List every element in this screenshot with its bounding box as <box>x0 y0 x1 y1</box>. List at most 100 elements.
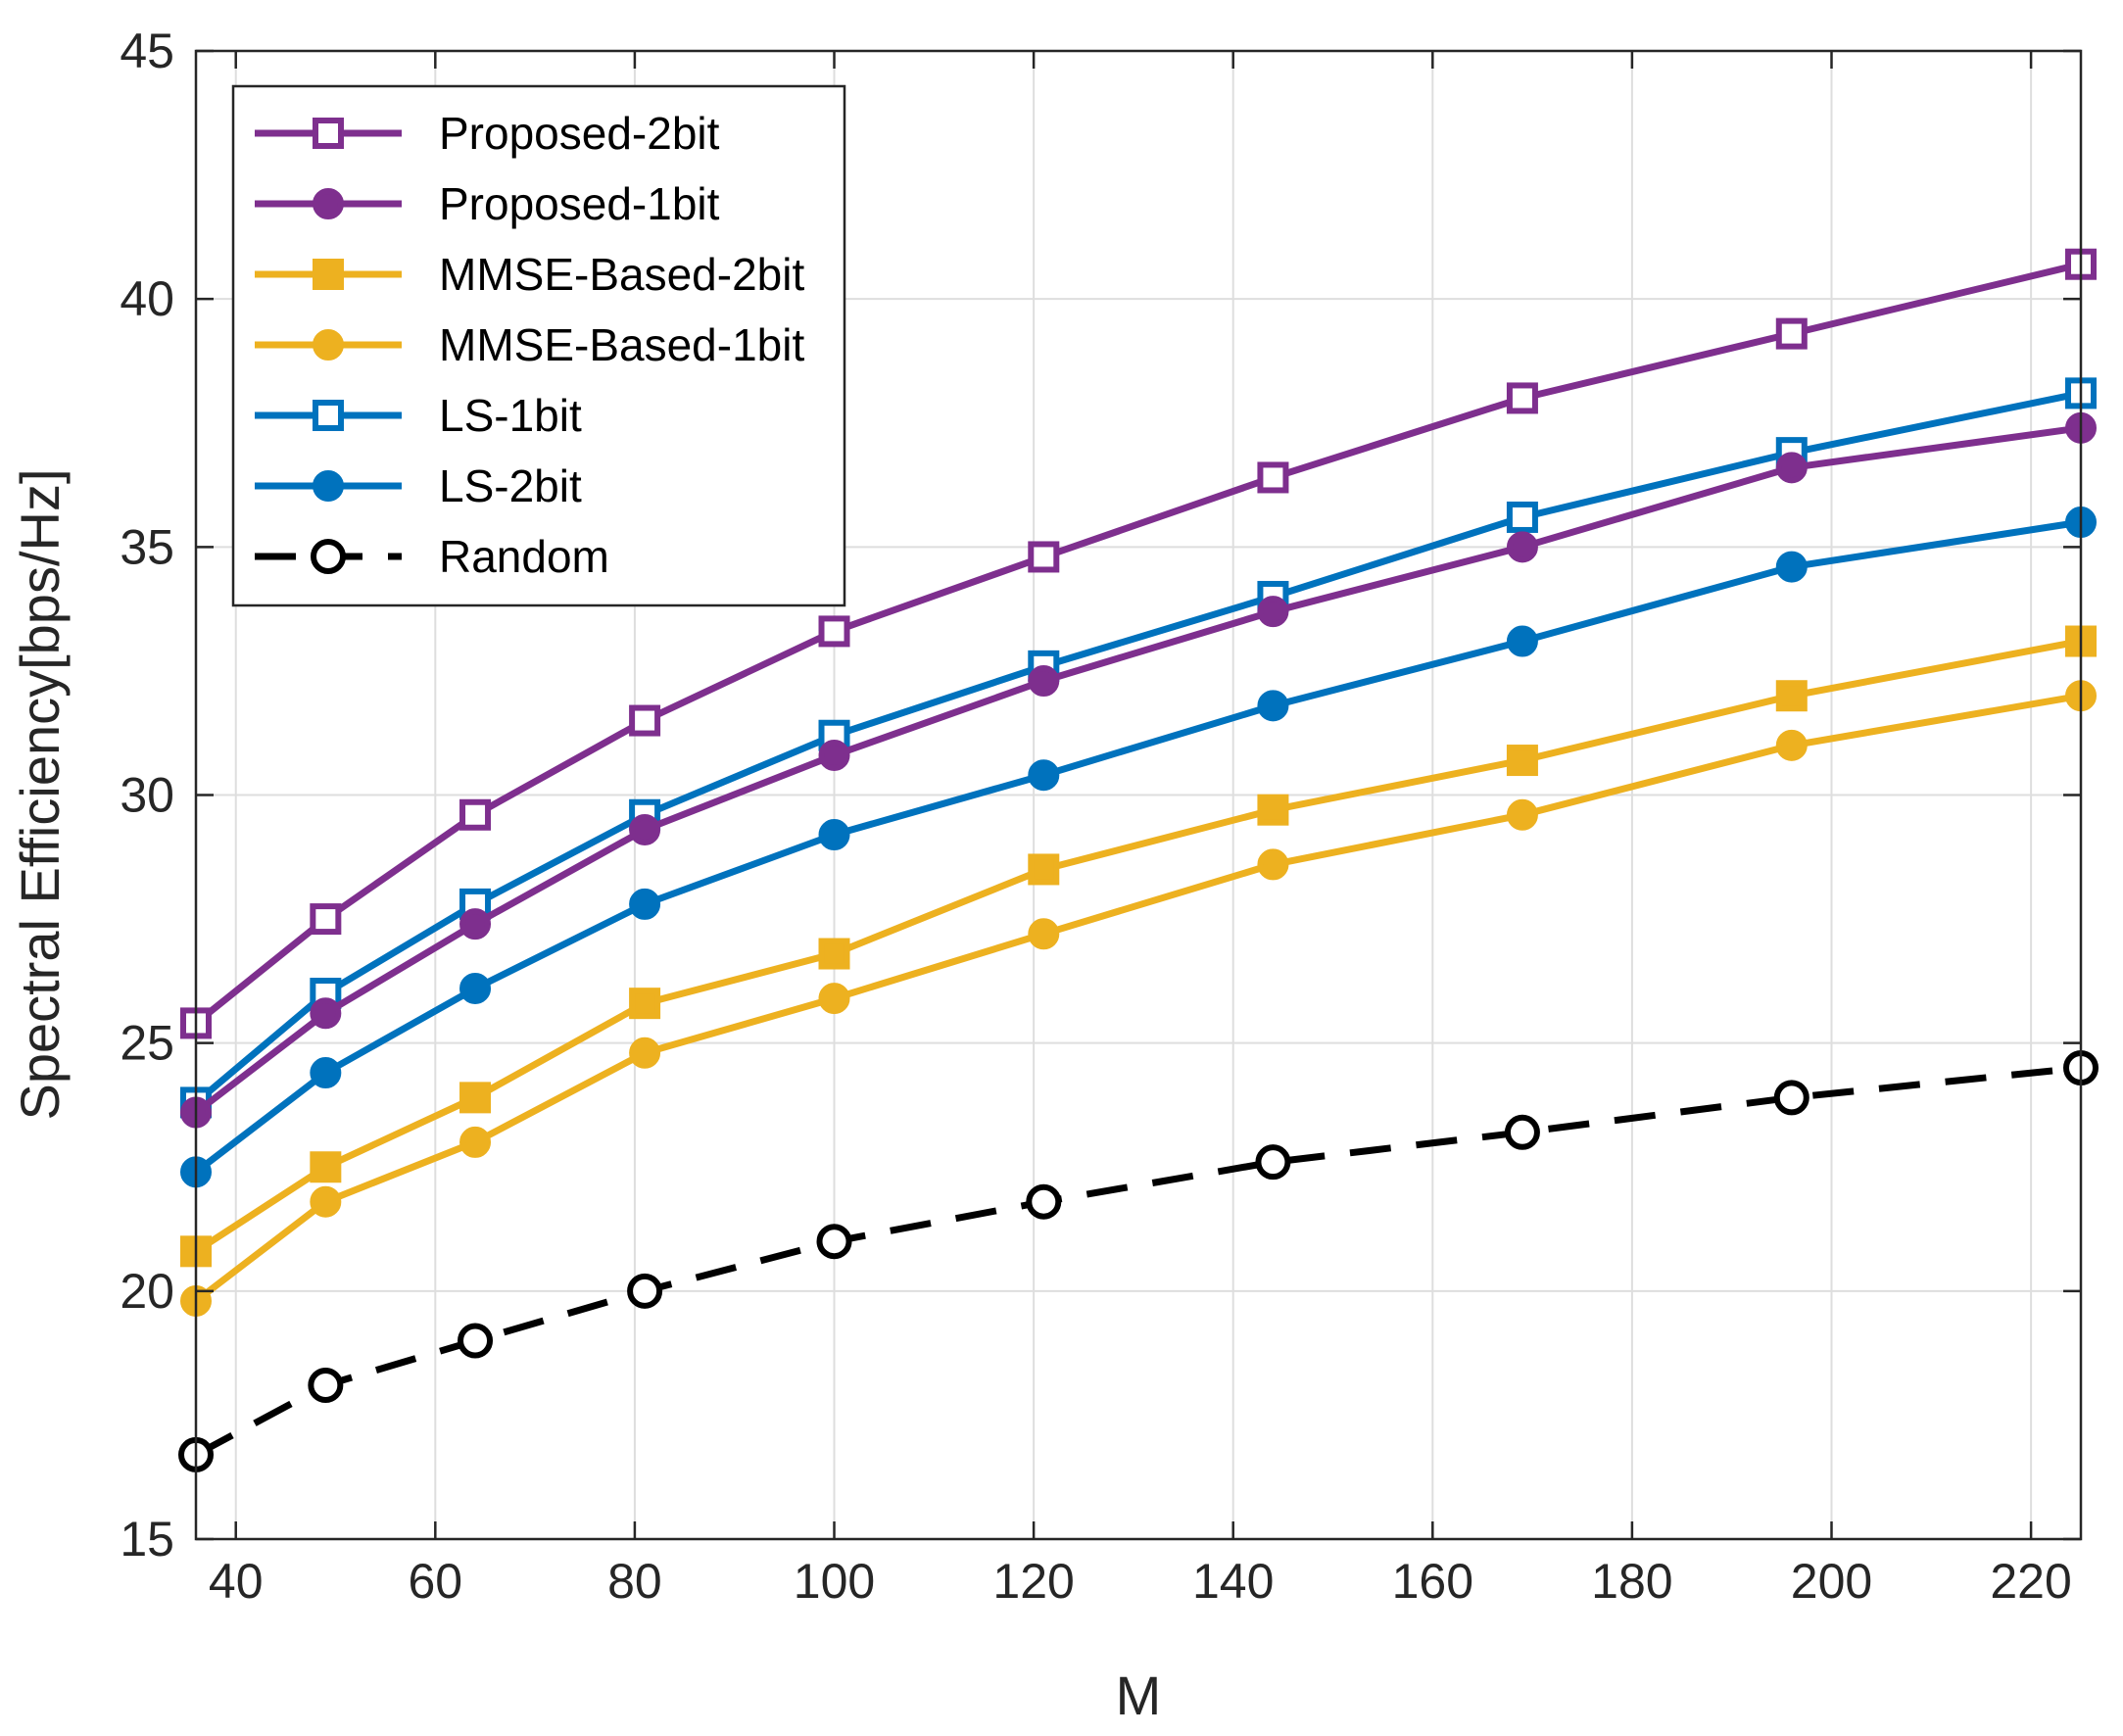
data-point-ls-2bit <box>1506 625 1538 657</box>
data-point-mmse-based-2bit <box>1028 853 1060 886</box>
series-mmse-based-1bit <box>180 680 2097 1317</box>
data-point-proposed-2bit <box>1775 317 1808 350</box>
data-point-proposed-1bit <box>818 739 850 771</box>
data-point-proposed-1bit <box>310 997 342 1030</box>
x-tick-label: 180 <box>1591 1554 1672 1609</box>
x-tick-label: 160 <box>1392 1554 1473 1609</box>
data-point-mmse-based-1bit <box>818 983 850 1015</box>
data-point-ls-2bit <box>1257 690 1289 722</box>
data-point-mmse-based-1bit <box>310 1185 342 1218</box>
legend-marker-proposed-2bit <box>313 118 344 149</box>
series-line-random <box>194 1064 2082 1458</box>
data-point-proposed-1bit <box>459 908 492 940</box>
legend-marker-proposed-1bit <box>313 188 344 219</box>
data-point-ls-2bit <box>1775 551 1808 583</box>
y-tick-label: 40 <box>120 271 174 326</box>
data-point-mmse-based-2bit <box>629 988 661 1020</box>
data-point-proposed-1bit <box>1775 452 1808 484</box>
data-point-proposed-1bit <box>1257 596 1289 628</box>
series-line-proposed-2bit <box>193 261 2082 1027</box>
data-point-mmse-based-2bit <box>1506 745 1538 777</box>
data-point-proposed-2bit <box>310 903 342 936</box>
x-tick-label: 100 <box>794 1554 875 1609</box>
x-tick-label: 140 <box>1192 1554 1274 1609</box>
legend-item-ls-2bit: LS-2bit <box>255 460 582 511</box>
x-tick-label: 60 <box>409 1554 463 1609</box>
legend-marker-mmse-based-2bit <box>313 259 344 290</box>
legend-item-ls-1bit: LS-1bit <box>255 390 582 441</box>
x-axis-title: M <box>1116 1664 1162 1726</box>
y-tick-label: 45 <box>120 24 174 78</box>
y-tick-label: 15 <box>120 1512 174 1567</box>
data-point-random <box>1773 1080 1809 1116</box>
legend: Proposed-2bit Proposed-1bit MMSE-Based-2bi… <box>231 84 846 607</box>
legend-item-mmse-based-2bit: MMSE-Based-2bit <box>255 249 804 300</box>
series-line-mmse-based-1bit <box>193 692 2082 1304</box>
data-point-ls-2bit <box>818 819 850 851</box>
data-point-random <box>458 1323 494 1359</box>
legend-marker-mmse-based-1bit <box>313 329 344 361</box>
axis-ticks: 40 60 80 100 120 140 160 180 200 220 15 20 25 30 35 40 4… <box>120 24 2081 1609</box>
legend-item-mmse-based-1bit: MMSE-Based-1bit <box>255 319 804 370</box>
data-point-mmse-based-1bit <box>459 1126 492 1158</box>
legend-marker-ls-2bit <box>313 470 344 502</box>
x-tick-label: 40 <box>209 1554 264 1609</box>
x-tick-label: 120 <box>992 1554 1074 1609</box>
legend-label-proposed-2bit: Proposed-2bit <box>439 108 720 159</box>
data-point-ls-2bit <box>629 888 661 920</box>
data-point-ls-2bit <box>310 1057 342 1089</box>
y-tick-label: 30 <box>120 768 174 823</box>
series-line-proposed-1bit <box>193 424 2082 1116</box>
y-tick-label: 35 <box>120 519 174 574</box>
legend-marker-ls-1bit <box>313 400 344 431</box>
data-point-mmse-based-2bit <box>1257 794 1289 826</box>
series-ls-2bit <box>180 506 2097 1188</box>
data-point-random <box>627 1273 663 1309</box>
data-point-proposed-2bit <box>1028 541 1060 573</box>
series-line-ls-2bit <box>193 518 2082 1176</box>
data-point-mmse-based-2bit <box>459 1082 492 1114</box>
series-proposed-2bit <box>180 248 2097 1039</box>
data-point-random <box>816 1224 852 1260</box>
data-point-proposed-1bit <box>629 813 661 845</box>
series-line-mmse-based-2bit <box>194 638 2082 1255</box>
data-point-proposed-2bit <box>818 615 850 648</box>
data-point-random <box>1255 1144 1291 1181</box>
legend-label-ls-1bit: LS-1bit <box>439 390 582 441</box>
data-point-mmse-based-2bit <box>310 1151 342 1183</box>
data-point-mmse-based-1bit <box>1775 729 1808 761</box>
legend-label-random: Random <box>439 531 609 582</box>
data-point-proposed-2bit <box>459 798 492 831</box>
legend-label-ls-2bit: LS-2bit <box>439 460 582 511</box>
data-point-ls-2bit <box>1028 759 1060 792</box>
data-point-mmse-based-2bit <box>1775 680 1808 712</box>
y-tick-label: 20 <box>120 1264 174 1319</box>
data-point-ls-1bit <box>1506 501 1538 533</box>
data-point-random <box>1026 1183 1062 1220</box>
data-point-mmse-based-2bit <box>818 938 850 970</box>
legend-marker-random <box>311 539 346 574</box>
data-point-random <box>1504 1114 1540 1150</box>
legend-item-random: Random <box>255 531 609 582</box>
data-point-proposed-2bit <box>629 704 661 737</box>
data-point-ls-2bit <box>459 972 492 1004</box>
legend-item-proposed-2bit: Proposed-2bit <box>255 108 720 159</box>
data-point-mmse-based-1bit <box>1257 848 1289 881</box>
legend-label-mmse-based-2bit: MMSE-Based-2bit <box>439 249 804 300</box>
data-point-proposed-2bit <box>1506 382 1538 414</box>
data-point-mmse-based-1bit <box>1028 918 1060 950</box>
data-point-mmse-based-1bit <box>629 1037 661 1069</box>
legend-label-mmse-based-1bit: MMSE-Based-1bit <box>439 319 804 370</box>
data-point-mmse-based-1bit <box>1506 798 1538 831</box>
data-point-proposed-1bit <box>1028 665 1060 698</box>
x-tick-label: 220 <box>1990 1554 2071 1609</box>
series-line-ls-1bit <box>193 389 2082 1106</box>
x-tick-label: 200 <box>1791 1554 1872 1609</box>
legend-item-proposed-1bit: Proposed-1bit <box>255 178 720 229</box>
legend-label-proposed-1bit: Proposed-1bit <box>439 178 720 229</box>
data-point-proposed-1bit <box>1506 531 1538 563</box>
data-point-random <box>308 1368 344 1404</box>
data-point-proposed-2bit <box>1257 461 1289 494</box>
x-tick-label: 80 <box>607 1554 662 1609</box>
